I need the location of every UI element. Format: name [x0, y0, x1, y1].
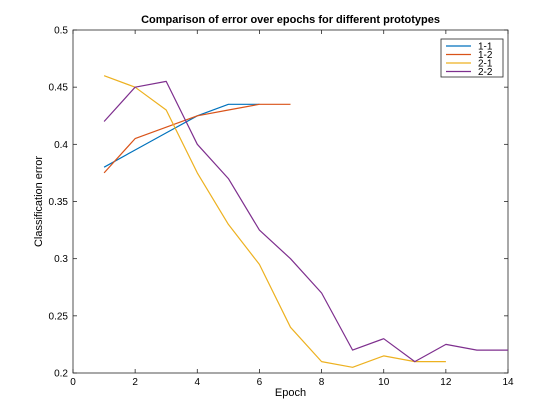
- x-tick-label: 0: [70, 377, 76, 388]
- x-axis: 0 2 4 6 8 10 12 14: [70, 30, 514, 388]
- series-line-1-2: [103, 103, 291, 174]
- y-tick-label: 0.5: [54, 26, 68, 37]
- legend-label-1-1: 1-1: [478, 42, 493, 53]
- x-tick-label: 2: [132, 377, 138, 388]
- x-tick-label: 10: [378, 377, 390, 388]
- x-tick-label: 12: [440, 377, 452, 388]
- y-tick-label: 0.2: [54, 369, 68, 380]
- y-axis-label: Classification error: [33, 156, 45, 247]
- legend: 1-11-22-12-2: [440, 38, 504, 78]
- y-tick-label: 0.4: [54, 140, 68, 151]
- y-tick-label: 0.3: [54, 254, 68, 265]
- x-axis-label: Epoch: [275, 387, 306, 399]
- plot-area: [72, 29, 509, 374]
- y-tick-label: 0.25: [49, 311, 69, 322]
- y-tick-label: 0.35: [49, 197, 69, 208]
- chart-title: Comparison of error over epochs for diff…: [141, 14, 440, 26]
- x-tick-label: 4: [195, 377, 201, 388]
- x-tick-label: 14: [502, 377, 514, 388]
- series-line-2-2: [103, 80, 508, 363]
- series-layer: [103, 75, 508, 368]
- y-axis: 0.2 0.25 0.3 0.35 0.4 0.45 0.5: [49, 26, 508, 380]
- legend-label-1-2: 1-2: [478, 50, 493, 61]
- x-tick-label: 6: [257, 377, 263, 388]
- legend-label-2-1: 2-1: [478, 59, 493, 70]
- legend-box: [440, 38, 504, 78]
- x-tick-label: 8: [319, 377, 325, 388]
- series-line-2-1: [103, 75, 446, 368]
- legend-label-2-2: 2-2: [478, 67, 493, 78]
- y-tick-label: 0.45: [49, 83, 69, 94]
- series-line-1-1: [103, 103, 260, 168]
